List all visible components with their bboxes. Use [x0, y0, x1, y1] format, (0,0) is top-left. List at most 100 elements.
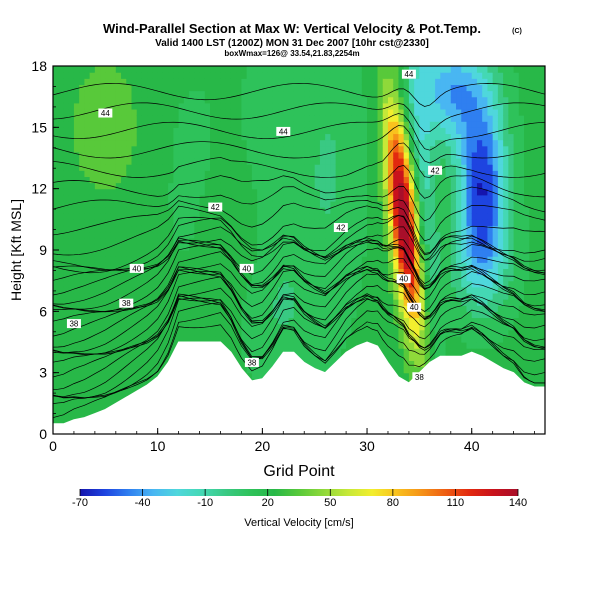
field-cell: [262, 360, 269, 368]
field-cell: [471, 127, 478, 135]
field-cell: [272, 78, 279, 85]
field-cell: [262, 164, 269, 171]
field-cell: [482, 262, 489, 269]
field-cell: [403, 280, 410, 288]
field-cell: [105, 78, 112, 85]
field-cell: [367, 78, 373, 85]
field-cell: [178, 127, 185, 135]
field-cell: [435, 139, 441, 147]
field-cell: [461, 262, 468, 269]
field-cell: [121, 102, 127, 110]
field-cell: [84, 176, 91, 184]
field-cell: [330, 108, 337, 116]
field-cell: [393, 335, 400, 343]
field-cell: [183, 323, 190, 331]
field-cell: [356, 127, 363, 135]
field-cell: [278, 268, 284, 276]
field-cell: [299, 84, 305, 92]
field-cell: [309, 133, 316, 141]
field-cell: [53, 292, 59, 300]
field-cell: [168, 274, 174, 282]
field-cell: [440, 194, 447, 202]
field-cell: [267, 360, 274, 368]
field-cell: [257, 329, 263, 337]
field-cell: [330, 219, 337, 227]
field-cell: [424, 213, 431, 220]
field-cell: [304, 237, 311, 245]
field-cell: [131, 72, 138, 79]
field-cell: [94, 139, 101, 147]
field-cell: [53, 200, 59, 208]
field-cell: [435, 243, 441, 251]
field-cell: [204, 256, 211, 263]
field-cell: [215, 72, 222, 79]
field-cell: [403, 213, 410, 220]
field-cell: [476, 188, 483, 196]
field-cell: [450, 96, 457, 104]
field-cell: [241, 170, 248, 177]
field-cell: [283, 151, 290, 159]
field-cell: [456, 243, 462, 251]
field-cell: [147, 102, 154, 110]
field-cell: [230, 127, 237, 135]
field-cell: [251, 286, 258, 294]
field-cell: [199, 280, 206, 288]
field-cell: [246, 96, 253, 104]
field-cell: [314, 139, 321, 147]
field-cell: [84, 366, 91, 374]
field-cell: [330, 176, 337, 184]
field-cell: [183, 219, 190, 227]
field-cell: [471, 170, 478, 177]
field-cell: [110, 250, 117, 257]
field-cell: [194, 121, 201, 128]
field-cell: [257, 133, 263, 141]
field-cell: [393, 90, 400, 98]
field-cell: [429, 292, 436, 300]
field-cell: [251, 231, 258, 239]
field-cell: [230, 84, 237, 92]
field-cell: [110, 188, 117, 196]
field-cell: [115, 360, 122, 368]
field-cell: [288, 151, 295, 159]
field-cell: [393, 250, 400, 257]
field-cell: [283, 268, 290, 276]
field-cell: [236, 280, 243, 288]
field-cell: [94, 286, 101, 294]
field-cell: [204, 311, 211, 319]
field-cell: [440, 262, 447, 269]
field-cell: [299, 108, 305, 116]
field-cell: [440, 121, 447, 128]
field-cell: [173, 305, 180, 312]
field-cell: [367, 280, 373, 288]
field-cell: [204, 317, 211, 325]
field-cell: [283, 256, 290, 263]
field-cell: [293, 121, 300, 128]
field-cell: [131, 78, 138, 85]
field-cell: [257, 274, 263, 282]
field-cell: [330, 182, 337, 190]
field-cell: [115, 329, 122, 337]
field-cell: [293, 225, 300, 233]
field-cell: [147, 231, 154, 239]
field-cell: [199, 145, 206, 153]
field-cell: [115, 268, 122, 276]
field-cell: [162, 317, 169, 325]
field-cell: [178, 133, 185, 141]
field-cell: [377, 280, 384, 288]
field-cell: [89, 378, 96, 386]
field-cell: [121, 72, 127, 79]
box-wmax-line: boxWmax=126@ 33.54,21.83,2254m: [224, 49, 359, 58]
field-cell: [398, 188, 405, 196]
field-cell: [121, 274, 127, 282]
field-cell: [466, 145, 473, 153]
field-cell: [110, 96, 117, 104]
field-cell: [126, 139, 133, 147]
field-cell: [288, 139, 295, 147]
field-cell: [482, 305, 489, 312]
field-cell: [346, 127, 352, 135]
field-cell: [178, 72, 185, 79]
field-cell: [173, 145, 180, 153]
field-cell: [141, 96, 148, 104]
field-cell: [246, 342, 253, 349]
field-cell: [414, 335, 420, 343]
